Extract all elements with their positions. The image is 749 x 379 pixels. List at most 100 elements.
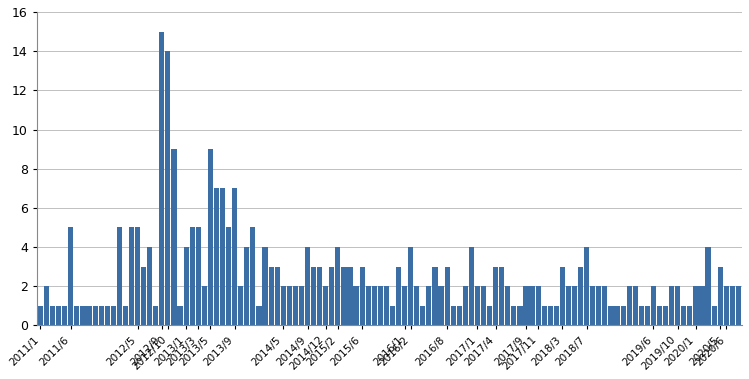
Bar	[566, 286, 571, 326]
Bar	[275, 267, 279, 326]
Bar	[432, 267, 437, 326]
Bar	[383, 286, 389, 326]
Bar	[323, 286, 328, 326]
Bar	[220, 188, 225, 326]
Bar	[469, 247, 474, 326]
Bar	[560, 267, 565, 326]
Bar	[256, 306, 261, 326]
Bar	[80, 306, 85, 326]
Bar	[663, 306, 668, 326]
Bar	[578, 267, 583, 326]
Bar	[244, 247, 249, 326]
Bar	[299, 286, 304, 326]
Bar	[129, 227, 134, 326]
Bar	[602, 286, 607, 326]
Bar	[493, 267, 498, 326]
Bar	[141, 267, 146, 326]
Bar	[414, 286, 419, 326]
Bar	[438, 286, 443, 326]
Bar	[390, 306, 395, 326]
Bar	[614, 306, 619, 326]
Bar	[293, 286, 298, 326]
Bar	[311, 267, 316, 326]
Bar	[536, 286, 541, 326]
Bar	[512, 306, 517, 326]
Bar	[457, 306, 462, 326]
Bar	[524, 286, 529, 326]
Bar	[317, 267, 322, 326]
Bar	[184, 247, 189, 326]
Bar	[166, 51, 171, 326]
Bar	[147, 247, 152, 326]
Bar	[681, 306, 686, 326]
Bar	[226, 227, 231, 326]
Bar	[377, 286, 383, 326]
Bar	[195, 227, 201, 326]
Bar	[712, 306, 717, 326]
Bar	[463, 286, 468, 326]
Bar	[330, 267, 334, 326]
Bar	[596, 286, 601, 326]
Bar	[372, 286, 377, 326]
Bar	[688, 306, 692, 326]
Bar	[548, 306, 553, 326]
Bar	[232, 188, 237, 326]
Bar	[639, 306, 644, 326]
Bar	[86, 306, 91, 326]
Bar	[730, 286, 735, 326]
Bar	[366, 286, 371, 326]
Bar	[402, 286, 407, 326]
Bar	[172, 149, 177, 326]
Bar	[554, 306, 559, 326]
Bar	[336, 247, 341, 326]
Bar	[305, 247, 310, 326]
Bar	[50, 306, 55, 326]
Bar	[268, 267, 273, 326]
Bar	[68, 227, 73, 326]
Bar	[718, 267, 723, 326]
Bar	[135, 227, 140, 326]
Bar	[669, 286, 674, 326]
Bar	[706, 247, 711, 326]
Bar	[396, 267, 401, 326]
Bar	[111, 306, 116, 326]
Bar	[444, 267, 449, 326]
Bar	[348, 267, 353, 326]
Bar	[499, 267, 504, 326]
Bar	[250, 227, 255, 326]
Bar	[487, 306, 492, 326]
Bar	[62, 306, 67, 326]
Bar	[287, 286, 292, 326]
Bar	[123, 306, 128, 326]
Bar	[44, 286, 49, 326]
Bar	[657, 306, 662, 326]
Bar	[651, 286, 656, 326]
Bar	[675, 286, 680, 326]
Bar	[117, 227, 122, 326]
Bar	[426, 286, 431, 326]
Bar	[627, 286, 631, 326]
Bar	[475, 286, 480, 326]
Bar	[160, 31, 165, 326]
Bar	[99, 306, 104, 326]
Bar	[451, 306, 455, 326]
Bar	[608, 306, 613, 326]
Bar	[645, 306, 650, 326]
Bar	[590, 286, 595, 326]
Bar	[633, 286, 638, 326]
Bar	[408, 247, 413, 326]
Bar	[342, 267, 347, 326]
Bar	[736, 286, 741, 326]
Bar	[694, 286, 699, 326]
Bar	[620, 306, 625, 326]
Bar	[700, 286, 705, 326]
Bar	[354, 286, 359, 326]
Bar	[93, 306, 97, 326]
Bar	[105, 306, 110, 326]
Bar	[56, 306, 61, 326]
Bar	[420, 306, 425, 326]
Bar	[584, 247, 589, 326]
Bar	[542, 306, 547, 326]
Bar	[724, 286, 729, 326]
Bar	[360, 267, 365, 326]
